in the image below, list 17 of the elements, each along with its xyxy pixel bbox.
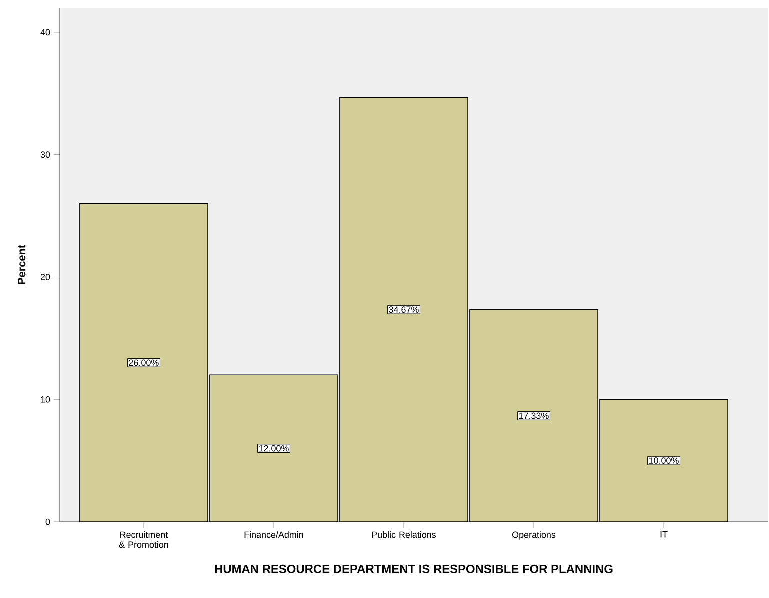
- x-axis-title: HUMAN RESOURCE DEPARTMENT IS RESPONSIBLE FOR PLANNING: [215, 564, 613, 574]
- x-tick-label: Finance/Admin: [244, 532, 304, 538]
- data-label: 12.00%: [259, 445, 289, 452]
- data-label: 26.00%: [129, 360, 159, 366]
- y-tick-label: 40: [40, 29, 50, 36]
- y-axis-title: Percent: [18, 245, 26, 284]
- data-label: 10.00%: [649, 458, 679, 464]
- data-label: 17.33%: [519, 412, 549, 420]
- y-tick-label: 30: [40, 152, 50, 158]
- y-tick-label: 20: [40, 274, 50, 280]
- y-tick-label: 10: [41, 396, 50, 403]
- x-tick-label: Operations: [512, 532, 556, 540]
- x-tick-label: IT: [660, 532, 668, 538]
- x-tick-label: Public Relations: [372, 532, 436, 538]
- y-tick-label: 0: [46, 518, 50, 526]
- x-tick-label: Recruitment & Promotion: [119, 532, 168, 548]
- data-label: 34.67%: [389, 306, 419, 314]
